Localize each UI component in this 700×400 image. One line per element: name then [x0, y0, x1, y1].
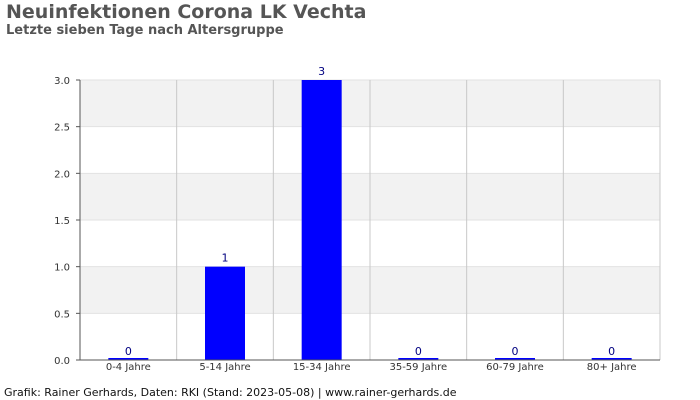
bar — [108, 358, 149, 360]
bar — [205, 266, 245, 360]
footer-credit: Grafik: Rainer Gerhards, Daten: RKI (Sta… — [4, 386, 457, 399]
data-label: 0 — [415, 345, 422, 358]
x-tick-label: 15-34 Jahre — [293, 362, 351, 373]
y-tick-label: 2.5 — [54, 123, 70, 134]
data-label: 3 — [318, 65, 325, 78]
x-tick-label: 5-14 Jahre — [199, 362, 250, 373]
y-tick-label: 1.5 — [54, 216, 70, 227]
chart-subtitle: Letzte sieben Tage nach Altersgruppe — [6, 23, 284, 38]
axes — [76, 79, 660, 361]
y-tick-label: 0.5 — [54, 309, 70, 320]
bars — [108, 80, 632, 360]
data-label: 0 — [512, 345, 519, 358]
y-tick-label: 2.0 — [54, 169, 70, 180]
y-tick-label: 0.0 — [54, 356, 70, 367]
chart-title: Neuinfektionen Corona LK Vechta — [6, 1, 367, 23]
data-label: 0 — [608, 345, 615, 358]
bar — [495, 358, 535, 360]
x-tick-label: 60-79 Jahre — [486, 362, 544, 373]
bar — [398, 358, 439, 360]
data-label: 0 — [125, 345, 132, 358]
y-tick-label: 3.0 — [54, 76, 70, 87]
labels: 0 0-4 Jahre 1 5-14 Jahre 3 15-34 Jahre 0 35-59 … — [54, 65, 636, 373]
data-label: 1 — [222, 252, 229, 265]
bar — [591, 358, 632, 360]
x-tick-label: 35-59 Jahre — [389, 362, 447, 373]
bar — [301, 80, 342, 360]
x-tick-label: 0-4 Jahre — [106, 362, 151, 373]
x-tick-label: 80+ Jahre — [587, 362, 637, 373]
y-tick-label: 1.0 — [54, 263, 70, 274]
